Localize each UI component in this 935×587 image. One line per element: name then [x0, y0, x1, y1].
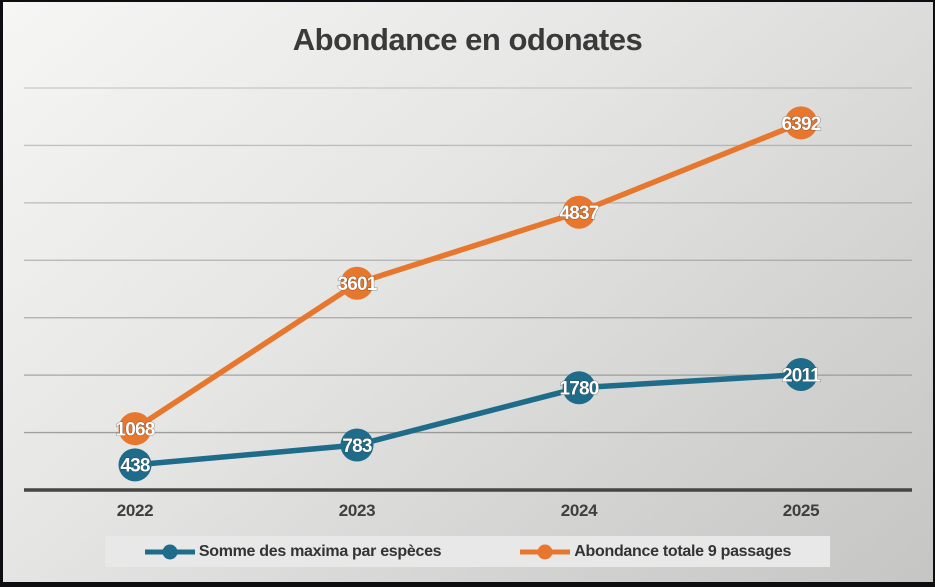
data-label: 2011: [782, 365, 821, 386]
data-point-marker: [784, 106, 818, 140]
legend-item-abondance-totale: Abondance totale 9 passages: [519, 543, 791, 561]
line-marker-icon: [520, 544, 571, 559]
data-point-marker: [562, 371, 596, 405]
data-point-marker: [784, 358, 818, 392]
series-line-1: [132, 120, 804, 432]
data-label: 3601: [337, 274, 377, 295]
data-point-marker: [118, 412, 152, 446]
legend-item-somme-maxima: Somme des maxima par espèces: [144, 542, 442, 561]
data-label: 783: [342, 436, 372, 457]
data-point-marker: [118, 448, 152, 482]
legend-label: Abondance totale 9 passages: [574, 542, 792, 560]
data-label: 1780: [559, 379, 598, 400]
data-label: 4837: [559, 203, 598, 224]
data-label: 1068: [115, 420, 154, 441]
chart-title: Abondance en odonates: [292, 22, 643, 57]
legend-label: Somme des maxima par espèces: [198, 542, 442, 560]
line-marker-icon: [144, 544, 195, 559]
data-label: 6392: [781, 114, 820, 135]
legend: Somme des maxima par espèces Abondance t…: [105, 536, 830, 567]
data-point-marker: [562, 195, 596, 229]
data-point-marker: [340, 266, 374, 300]
data-label: 438: [120, 456, 150, 477]
series-line-0: [132, 371, 804, 468]
data-point-marker: [340, 428, 374, 462]
